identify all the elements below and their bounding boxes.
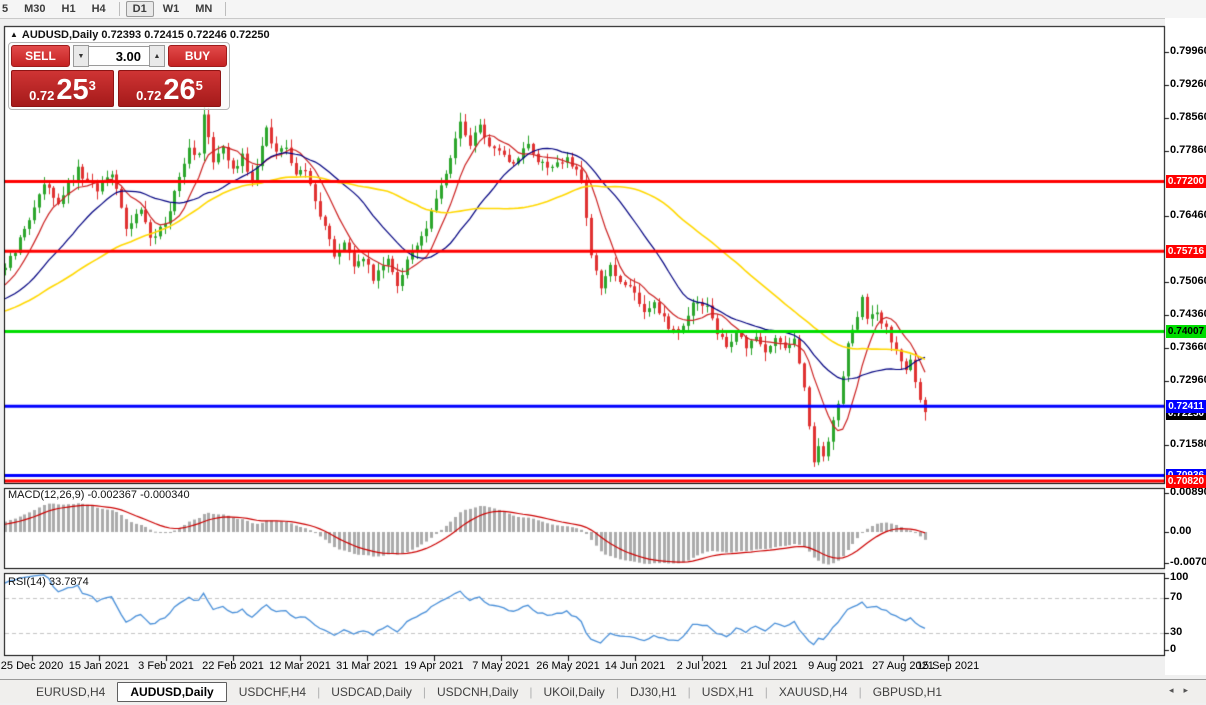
axis-tick-label: 0.75060 <box>1170 275 1206 287</box>
axis-tick-label: 70 <box>1170 591 1183 603</box>
date-tick-label: 12 Mar 2021 <box>269 660 331 672</box>
date-tick-label: 3 Feb 2021 <box>138 660 194 672</box>
buy-button[interactable]: BUY <box>168 45 227 67</box>
date-tick-label: 7 May 2021 <box>472 660 530 672</box>
volume-increase-button[interactable]: ▲ <box>149 45 165 67</box>
chart-tab-usdcnh-daily[interactable]: USDCNH,Daily <box>437 684 519 699</box>
date-tick-label: 19 Apr 2021 <box>404 660 464 672</box>
axis-tick-label: 0.74360 <box>1170 308 1206 320</box>
chart-tab-eurusd-h4[interactable]: EURUSD,H4 <box>36 684 106 699</box>
tab-separator: | <box>687 684 691 699</box>
tab-separator: | <box>764 684 768 699</box>
tab-separator: | <box>422 684 426 699</box>
chart-symbol: AUDUSD,Daily <box>21 29 99 41</box>
price-level-badge: 0.70820 <box>1166 475 1206 488</box>
chart-tab-xauusd-h4[interactable]: XAUUSD,H4 <box>778 684 848 699</box>
rsi-indicator-label: RSI(14) 33.7874 <box>8 576 89 588</box>
sell-price-point: 3 <box>88 78 96 93</box>
chart-tab-ukoil-daily[interactable]: UKOil,Daily <box>543 684 605 699</box>
date-tick-label: 2 Jul 2021 <box>676 660 728 672</box>
volume-decrease-button[interactable]: ▼ <box>73 45 89 67</box>
collapse-arrow-icon[interactable]: ▲ <box>10 30 18 39</box>
date-tick-label: 31 Mar 2021 <box>336 660 398 672</box>
axis-tick-label: 0.73660 <box>1170 341 1206 353</box>
axis-tick-label: 100 <box>1170 571 1189 583</box>
axis-tick-label: -0.007017 <box>1170 556 1206 568</box>
sell-button[interactable]: SELL <box>11 45 70 67</box>
date-tick-label: 14 Jun 2021 <box>604 660 666 672</box>
date-tick-label: 26 May 2021 <box>536 660 600 672</box>
ohlc-close: 0.72250 <box>229 29 270 41</box>
buy-price-box[interactable]: 0.72 26 5 <box>118 70 221 107</box>
chart-tab-usdcad-daily[interactable]: USDCAD,Daily <box>331 684 412 699</box>
tab-separator: | <box>317 684 321 699</box>
axis-tick-label: 0.76460 <box>1170 209 1206 221</box>
axis-tick-label: 0.008904 <box>1170 486 1206 498</box>
chart-tab-gbpusd-h1[interactable]: GBPUSD,H1 <box>872 684 943 699</box>
tab-scroll-arrows[interactable]: ◂▸ <box>1168 685 1198 695</box>
date-tick-label: 22 Feb 2021 <box>202 660 264 672</box>
axis-tick-label: 0.79960 <box>1170 45 1206 57</box>
axis-tick-label: 30 <box>1170 626 1183 638</box>
volume-input[interactable]: 3.00 <box>89 46 149 66</box>
axis-tick-label: 0.78560 <box>1170 111 1206 123</box>
macd-indicator-label: MACD(12,26,9) -0.002367 -0.000340 <box>8 489 190 501</box>
chart-tab-bar: EURUSD,H4 AUDUSD,Daily USDCHF,H4 | USDCAD,Da… <box>0 679 1206 703</box>
price-level-badge: 0.74007 <box>1166 325 1206 338</box>
buy-price-point: 5 <box>195 78 203 93</box>
one-click-trading-panel: SELL ▼ 3.00 ▲ BUY 0.72 25 3 0.72 26 5 <box>8 42 230 110</box>
date-tick-label: 9 Aug 2021 <box>808 660 864 672</box>
chart-tab-usdchf-h4[interactable]: USDCHF,H4 <box>238 684 307 699</box>
date-tick-label: 15 Jan 2021 <box>68 660 130 672</box>
axis-tick-label: 0.00 <box>1170 525 1192 537</box>
buy-price-pips: 26 <box>163 74 196 106</box>
price-level-badge: 0.77200 <box>1166 175 1206 188</box>
sell-price-prefix: 0.72 <box>29 88 55 103</box>
tab-separator: | <box>529 684 533 699</box>
axis-tick-label: 0.72960 <box>1170 374 1206 386</box>
date-tick-label: 25 Dec 2020 <box>0 660 64 672</box>
tab-separator: | <box>615 684 619 699</box>
axis-tick-label: 0 <box>1170 643 1177 655</box>
axis-tick-label: 0.77860 <box>1170 144 1206 156</box>
ohlc-high: 0.72415 <box>144 29 184 41</box>
sell-price-box[interactable]: 0.72 25 3 <box>11 70 114 107</box>
ohlc-open: 0.72393 <box>101 29 142 41</box>
date-tick-label: 15 Sep 2021 <box>916 660 980 672</box>
date-tick-label: 21 Jul 2021 <box>740 660 798 672</box>
chart-tab-audusd-daily[interactable]: AUDUSD,Daily <box>117 681 227 702</box>
price-level-badge: 0.75716 <box>1166 245 1206 258</box>
date-tick-label: 27 Aug 2021 <box>872 660 934 672</box>
axis-tick-label: 0.71580 <box>1170 438 1206 450</box>
chart-tab-usdx-h1[interactable]: USDX,H1 <box>701 684 754 699</box>
chart-tab-dj30-h1[interactable]: DJ30,H1 <box>629 684 677 699</box>
buy-price-prefix: 0.72 <box>136 88 162 103</box>
axis-tick-label: 0.79260 <box>1170 78 1206 90</box>
price-level-badge: 0.72411 <box>1166 400 1206 413</box>
tab-separator: | <box>858 684 862 699</box>
ohlc-low: 0.72246 <box>187 29 227 41</box>
sell-price-pips: 25 <box>56 74 89 106</box>
chart-title: ▲ AUDUSD,Daily 0.72393 0.72415 0.72246 0.… <box>10 29 270 41</box>
